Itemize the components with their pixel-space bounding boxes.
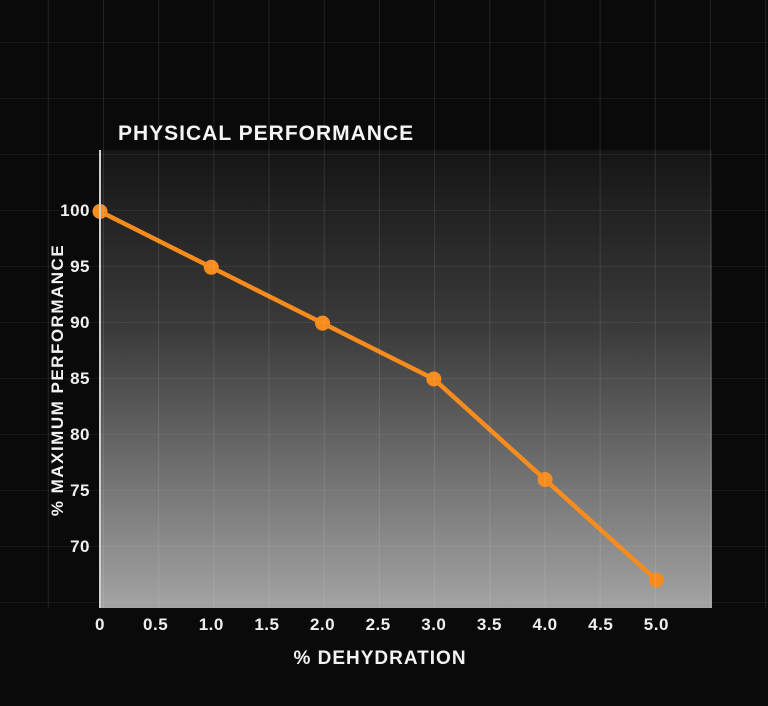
- x-tick-label: 3.0: [421, 615, 447, 634]
- x-tick-label: 1.5: [254, 615, 280, 634]
- x-tick-label: 0: [95, 615, 105, 634]
- y-tick-label: 75: [70, 480, 90, 500]
- x-tick-label: 3.5: [476, 615, 503, 634]
- y-tick-label: 100: [60, 201, 90, 221]
- x-axis-label: % DEHYDRATION: [293, 648, 467, 669]
- x-tick-label: 4.5: [588, 615, 614, 634]
- y-tick-label: 85: [70, 369, 90, 388]
- markers: [92, 203, 664, 588]
- y-tick-label: 80: [70, 424, 90, 444]
- y-tick-label: 70: [70, 536, 90, 556]
- x-tick-label: 5.0: [643, 615, 669, 634]
- data-point: [426, 371, 442, 387]
- data-point: [315, 315, 331, 331]
- x-tick-label: 2.0: [309, 615, 336, 634]
- x-tick-label: 1.0: [198, 615, 224, 634]
- y-tick-label: 95: [70, 257, 90, 277]
- x-tick-label: 2.5: [365, 615, 391, 634]
- x-tick-label: 0.5: [143, 615, 169, 634]
- data-point: [537, 472, 553, 488]
- plot-area: [92, 150, 712, 608]
- data-point: [648, 572, 664, 588]
- performance-chart: [92, 203, 664, 588]
- y-axis-line: [99, 150, 101, 608]
- performance-line: [97, 209, 659, 583]
- data-point: [203, 259, 219, 275]
- y-tick-label: 90: [70, 313, 90, 333]
- x-tick-label: 4.0: [532, 615, 558, 634]
- chart-title: PHYSICAL PERFORMANCE: [118, 122, 415, 145]
